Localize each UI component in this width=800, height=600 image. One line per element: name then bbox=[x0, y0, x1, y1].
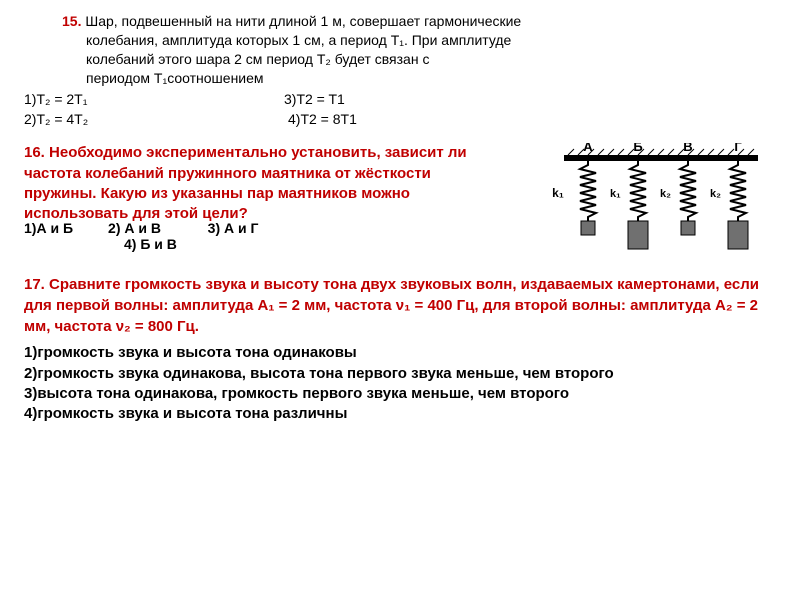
q16-answer-1: 1)А и Б bbox=[24, 220, 73, 236]
q15-answer-3: 3)T2 = T1 bbox=[284, 90, 776, 109]
q16-answer-3: 3) А и Г bbox=[208, 220, 259, 236]
k1-label-2: k₁ bbox=[610, 188, 621, 200]
q16-number: 16. bbox=[24, 144, 45, 161]
k2-label-1: k₂ bbox=[660, 188, 671, 200]
q17-body: 17. Сравните громкость звука и высоту то… bbox=[24, 274, 776, 337]
q15-line4: периодом T₁соотношением bbox=[62, 69, 264, 88]
q17-answer-3: 3)высота тона одинакова, громкость перво… bbox=[24, 384, 776, 404]
question-16: 16. Необходимо экспериментально установи… bbox=[24, 143, 776, 252]
q17-number: 17. bbox=[24, 276, 45, 293]
q16-answer-4: 4) Б и В bbox=[24, 236, 177, 252]
k2-label-2: k₂ bbox=[710, 188, 721, 200]
q17-text: Сравните громкость звука и высоту тона д… bbox=[24, 276, 759, 335]
q15-line3: колебаний этого шара 2 см период T₂ буде… bbox=[62, 50, 429, 69]
q16-answer-2: 2) А и В bbox=[108, 220, 161, 236]
q15-answer-2: 2)T₂ = 4T₂ bbox=[24, 110, 284, 129]
mass-2 bbox=[628, 221, 648, 249]
q17-answer-2: 2)громкость звука одинакова, высота тона… bbox=[24, 364, 776, 384]
mass-4 bbox=[728, 221, 748, 249]
question-17: 17. Сравните громкость звука и высоту то… bbox=[24, 274, 776, 424]
q15-number: 15. bbox=[62, 13, 81, 29]
q17-answers: 1)громкость звука и высота тона одинаков… bbox=[24, 343, 776, 424]
mass-3 bbox=[681, 221, 695, 235]
spring-diagram: А Б В Г k₁ k₁ k₂ k₂ bbox=[546, 143, 776, 273]
q15-body: 15. Шар, подвешенный на нити длиной 1 м,… bbox=[24, 12, 776, 88]
spring-label-b: Б bbox=[633, 143, 642, 154]
q15-line2: колебания, амплитуда которых 1 см, а пер… bbox=[62, 31, 511, 50]
q16-text: Необходимо экспериментально установить, … bbox=[24, 144, 467, 222]
q17-answer-1: 1)громкость звука и высота тона одинаков… bbox=[24, 343, 776, 363]
q17-answer-4: 4)громкость звука и высота тона различны bbox=[24, 404, 776, 424]
question-15: 15. Шар, подвешенный на нити длиной 1 м,… bbox=[24, 12, 776, 129]
mass-1 bbox=[581, 221, 595, 235]
q15-answers-row2: 2)T₂ = 4T₂ 4)T2 = 8T1 bbox=[24, 110, 776, 129]
q16-body: 16. Необходимо экспериментально установи… bbox=[24, 143, 494, 224]
spring-label-a: А bbox=[583, 143, 593, 154]
q15-line1: Шар, подвешенный на нити длиной 1 м, сов… bbox=[85, 13, 521, 29]
q15-answer-1: 1)T₂ = 2T₁ bbox=[24, 90, 284, 109]
spring-label-g: Г bbox=[734, 143, 742, 154]
q15-answers-row1: 1)T₂ = 2T₁ 3)T2 = T1 bbox=[24, 90, 776, 109]
q15-answer-4: 4)T2 = 8T1 bbox=[284, 110, 776, 129]
spring-label-v: В bbox=[683, 143, 692, 154]
k-label-1: k₁ bbox=[552, 186, 564, 200]
